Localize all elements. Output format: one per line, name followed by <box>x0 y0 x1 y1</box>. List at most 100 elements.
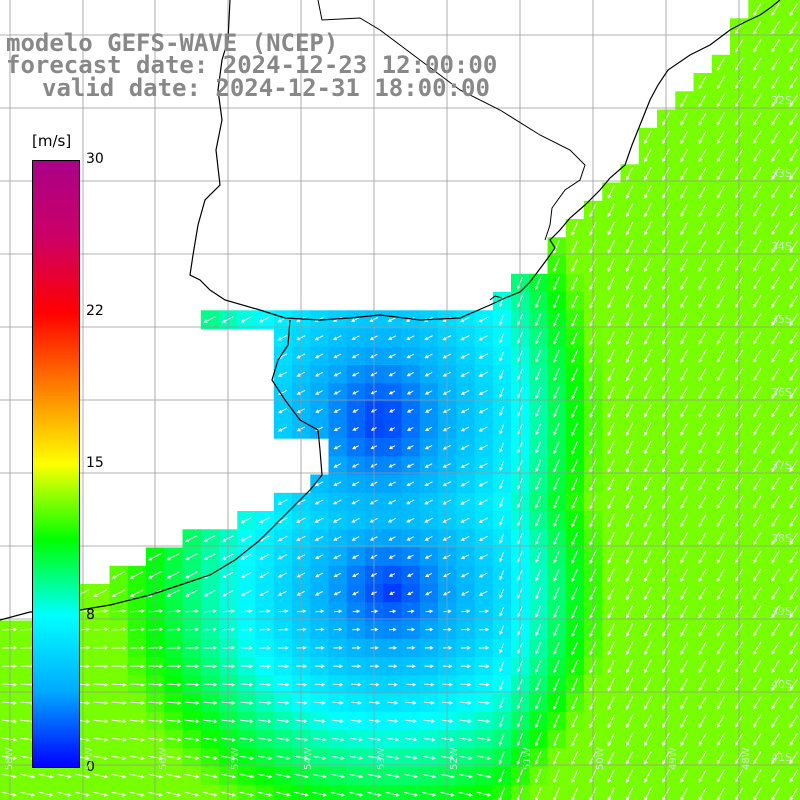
wind-arrow <box>771 623 780 637</box>
wind-arrow <box>166 773 182 779</box>
wind-arrow <box>277 499 288 505</box>
wind-arrow <box>351 682 362 687</box>
wind-arrow <box>407 627 416 632</box>
wind-arrow <box>680 458 689 473</box>
wind-arrow <box>535 514 542 527</box>
wind-arrow <box>716 550 725 564</box>
wind-cell <box>784 584 800 603</box>
wind-arrow <box>499 588 505 599</box>
wind-arrow <box>789 167 799 181</box>
wind-arrow <box>789 751 799 765</box>
wind-arrow <box>771 240 780 254</box>
wind-arrow <box>771 331 780 345</box>
wind-cell <box>200 529 220 549</box>
wind-cell <box>784 438 800 457</box>
wind-arrow <box>771 714 780 728</box>
wind-arrow <box>698 477 707 491</box>
colorbar-tick-30: 30 <box>86 151 104 167</box>
wind-cell <box>784 730 800 749</box>
wind-arrow <box>129 737 145 742</box>
wind-arrow <box>680 276 689 290</box>
wind-arrow <box>607 422 615 437</box>
wind-arrow <box>535 459 542 472</box>
wind-cell <box>602 657 622 676</box>
wind-arrow <box>535 331 542 345</box>
wind-arrow <box>789 696 799 710</box>
wind-arrow <box>479 627 490 632</box>
wind-arrow <box>789 203 799 217</box>
wind-cell <box>675 711 695 731</box>
wind-arrow <box>38 773 54 779</box>
wind-cell <box>748 419 768 439</box>
wind-arrow <box>111 664 127 669</box>
wind-cell <box>711 200 731 220</box>
wind-cell <box>529 584 549 603</box>
wind-arrow <box>111 627 127 632</box>
wind-arrow <box>680 568 689 582</box>
wind-arrow <box>257 755 273 760</box>
wind-cell <box>766 200 786 220</box>
wind-cell <box>711 54 731 74</box>
wind-arrow <box>680 787 689 800</box>
wind-arrow <box>607 239 615 254</box>
wind-arrow <box>571 440 579 455</box>
wind-arrow <box>478 426 488 432</box>
wind-cell <box>602 711 622 731</box>
wind-arrow <box>625 440 634 455</box>
wind-cell <box>565 547 585 567</box>
wind-arrow <box>789 148 799 162</box>
wind-arrow <box>129 664 145 669</box>
wind-arrow <box>753 130 762 144</box>
wind-cell <box>602 547 622 567</box>
wind-cell <box>675 748 695 768</box>
wind-arrow <box>332 700 344 705</box>
wind-arrow <box>789 185 799 199</box>
wind-arrow <box>607 623 615 637</box>
wind-arrow <box>571 367 579 382</box>
wind-arrow <box>129 755 145 760</box>
wind-arrow <box>330 791 346 797</box>
wind-arrow <box>680 258 689 272</box>
wind-arrow <box>424 426 433 431</box>
wind-arrow <box>771 57 780 71</box>
wind-arrow <box>387 499 397 505</box>
wind-arrow <box>499 442 505 453</box>
wind-arrow <box>387 517 397 523</box>
wind-arrow <box>332 517 342 523</box>
wind-arrow <box>753 495 762 509</box>
wind-arrow <box>276 755 291 760</box>
wind-arrow <box>716 221 725 236</box>
wind-arrow <box>93 645 109 650</box>
wind-arrow <box>478 664 490 669</box>
wind-cell <box>711 91 731 111</box>
wind-cell <box>219 310 238 330</box>
wind-arrow <box>460 682 472 687</box>
wind-cell <box>602 328 622 348</box>
wind-arrow <box>753 367 762 382</box>
wind-arrow <box>129 701 145 705</box>
wind-arrow <box>753 550 762 564</box>
wind-arrow <box>351 463 360 468</box>
wind-arrow <box>404 755 418 760</box>
wind-arrow <box>771 21 780 35</box>
wind-arrow <box>460 499 470 505</box>
wind-cell <box>784 36 800 56</box>
wind-arrow <box>753 714 762 728</box>
wind-arrow <box>314 682 326 687</box>
wind-arrow <box>571 258 579 272</box>
wind-arrow <box>698 513 707 528</box>
wind-arrow <box>478 481 489 487</box>
coastline-uruguay-interior <box>317 0 586 241</box>
wind-cell <box>602 200 622 220</box>
wind-arrow <box>240 719 254 724</box>
wind-arrow <box>753 568 762 582</box>
wind-arrow <box>240 664 254 669</box>
wind-arrow <box>644 203 652 218</box>
wind-cell <box>711 273 731 293</box>
lat-label-41s: 41S <box>771 751 792 764</box>
lon-label-58w: 58W <box>4 747 15 770</box>
wind-arrow <box>607 696 615 710</box>
wind-arrow <box>680 714 689 728</box>
wind-arrow <box>387 682 398 687</box>
wind-arrow <box>111 609 127 613</box>
